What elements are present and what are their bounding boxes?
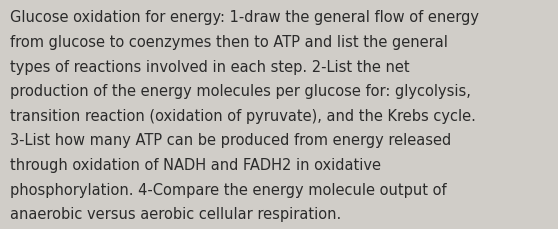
Text: production of the energy molecules per glucose for: glycolysis,: production of the energy molecules per g… [10,84,471,99]
Text: phosphorylation. 4-Compare the energy molecule output of: phosphorylation. 4-Compare the energy mo… [10,182,446,197]
Text: types of reactions involved in each step. 2-List the net: types of reactions involved in each step… [10,59,410,74]
Text: from glucose to coenzymes then to ATP and list the general: from glucose to coenzymes then to ATP an… [10,35,448,50]
Text: Glucose oxidation for energy: 1-draw the general flow of energy: Glucose oxidation for energy: 1-draw the… [10,10,479,25]
Text: transition reaction (oxidation of pyruvate), and the Krebs cycle.: transition reaction (oxidation of pyruva… [10,108,476,123]
Text: through oxidation of NADH and FADH2 in oxidative: through oxidation of NADH and FADH2 in o… [10,157,381,172]
Text: anaerobic versus aerobic cellular respiration.: anaerobic versus aerobic cellular respir… [10,206,341,221]
Text: 3-List how many ATP can be produced from energy released: 3-List how many ATP can be produced from… [10,133,451,148]
